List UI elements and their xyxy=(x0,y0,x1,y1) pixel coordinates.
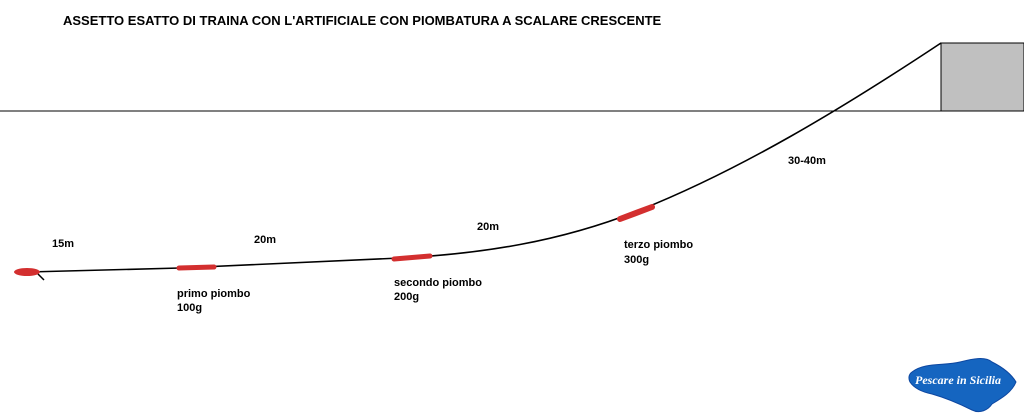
weight-label-terzo-value: 300g xyxy=(624,254,649,266)
boat xyxy=(940,42,1024,112)
pescare-in-sicilia-logo: Pescare in Sicilia xyxy=(908,358,1017,413)
weight-secondo xyxy=(391,253,433,262)
weight-label-secondo-value: 200g xyxy=(394,291,419,303)
weight-label-terzo-name: terzo piombo xyxy=(624,239,693,251)
weight-label-primo-value: 100g xyxy=(177,302,202,314)
weight-label-primo-name: primo piombo xyxy=(177,288,251,300)
diagram-title: ASSETTO ESATTO DI TRAINA CON L'ARTIFICIA… xyxy=(63,13,662,28)
weight-label-secondo-name: secondo piombo xyxy=(394,277,482,289)
weight-terzo xyxy=(617,204,655,222)
segment-label-20m-first: 20m xyxy=(254,234,276,246)
logo-text: Pescare in Sicilia xyxy=(915,373,1001,387)
segment-label-15m: 15m xyxy=(52,238,74,250)
segment-label-30-40m: 30-40m xyxy=(788,155,826,167)
lure xyxy=(14,268,45,281)
weight-primo xyxy=(176,264,217,271)
segment-label-20m-second: 20m xyxy=(477,221,499,233)
